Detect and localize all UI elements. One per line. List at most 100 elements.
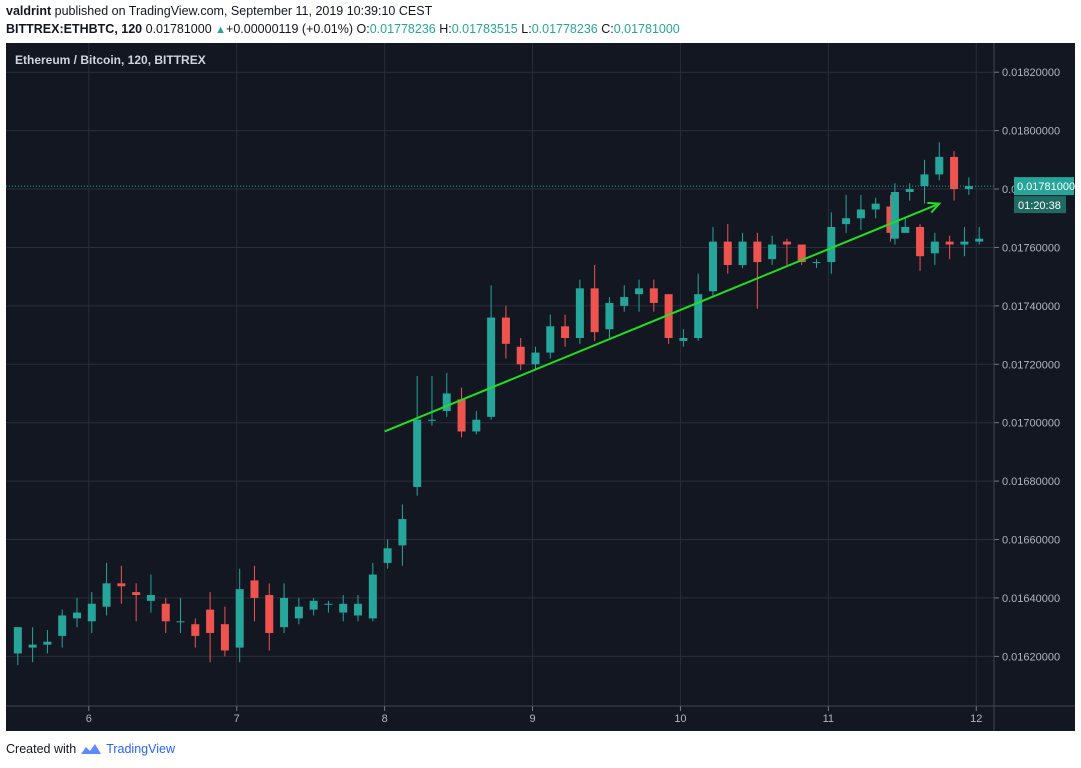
y-tick-label: 0.01640000	[1002, 593, 1060, 605]
up-arrow-icon: ▲	[215, 24, 227, 36]
candle-body	[87, 603, 96, 622]
candle-body	[235, 589, 244, 648]
candle-body	[354, 603, 363, 616]
candle-body	[146, 595, 155, 601]
trend-arrow-head	[927, 201, 942, 214]
candle-body	[398, 519, 407, 546]
candle-body	[920, 174, 929, 187]
candle-body	[960, 241, 969, 245]
high-label: H:	[439, 22, 452, 36]
candle-body	[72, 612, 81, 619]
candle-body	[427, 419, 436, 421]
candle-body	[191, 624, 200, 636]
candle-body	[561, 326, 570, 338]
candle-body	[605, 302, 614, 330]
candle-body	[546, 326, 555, 353]
candle-body	[206, 609, 215, 633]
low-value: 0.01778236	[531, 22, 598, 36]
candle-body	[280, 597, 289, 628]
candle-body	[487, 317, 496, 417]
candle-body	[649, 288, 658, 303]
last-price-tag-bg	[1014, 177, 1074, 196]
candle-body	[176, 621, 185, 623]
close-value: 0.01781000	[613, 22, 680, 36]
author-name[interactable]: valdrint	[6, 4, 52, 18]
footer: Created with TradingView	[6, 742, 175, 756]
publish-line: valdrint published on TradingView.com, S…	[6, 4, 432, 18]
y-tick-label: 0.01620000	[1002, 651, 1060, 663]
candle-body	[901, 227, 910, 233]
candle-body	[916, 227, 925, 257]
open-value: 0.01778236	[369, 22, 436, 36]
candle-body	[635, 288, 644, 295]
candle-body	[797, 244, 806, 263]
candle-body	[161, 603, 170, 622]
countdown-tag-bg	[1014, 196, 1066, 214]
symbol-label: BITTREX:ETHBTC, 120	[6, 22, 143, 36]
last-price: 0.01781000	[145, 22, 212, 36]
candle-body	[324, 603, 333, 605]
y-tick-label: 0.01680000	[1002, 476, 1060, 488]
candle-body	[413, 419, 422, 487]
candle-body	[457, 399, 466, 432]
x-tick-label: 9	[529, 713, 535, 725]
high-value: 0.01783515	[451, 22, 518, 36]
candle-body	[117, 583, 126, 587]
x-tick-label: 11	[823, 713, 834, 725]
symbol-ohlc-line: BITTREX:ETHBTC, 120 0.01781000 ▲+0.00000…	[6, 22, 680, 36]
candle-body	[708, 241, 717, 292]
trend-line	[384, 202, 940, 433]
y-tick-label: 0.01740000	[1002, 301, 1060, 313]
candle-body	[827, 227, 836, 263]
candle-body	[590, 288, 599, 333]
candle-body	[28, 644, 37, 648]
candle-body	[886, 206, 895, 233]
grid	[6, 43, 994, 706]
candle-body	[531, 352, 540, 365]
candle-body	[339, 603, 348, 613]
y-tick-label: 0.01720000	[1002, 359, 1060, 371]
candle-body	[442, 393, 451, 412]
y-tick-label: 0.01700000	[1002, 418, 1060, 430]
price-chart[interactable]: 0.01620000 0.01640000 0.01660000 0.01680000…	[6, 43, 1075, 731]
candle-body	[309, 600, 318, 610]
candle-body	[905, 189, 914, 192]
chart-title: Ethereum / Bitcoin, 120, BITTREX	[15, 53, 206, 67]
candle-body	[679, 337, 688, 341]
published-text: published on TradingView.com, September …	[54, 4, 433, 18]
overlays: 0.01781000 01:20:38	[6, 177, 1075, 433]
candle-body	[368, 574, 377, 619]
candle-body	[501, 317, 510, 344]
chart-background	[6, 43, 1075, 731]
candle-body	[945, 241, 954, 245]
candle-body	[294, 606, 303, 619]
change-value: +0.00000119 (+0.01%)	[226, 22, 353, 36]
low-label: L:	[521, 22, 532, 36]
candle-body	[935, 156, 944, 175]
candle-body	[43, 641, 52, 645]
candle-body	[871, 203, 880, 210]
candle-body	[975, 238, 984, 242]
candle-body	[890, 191, 899, 239]
tradingview-logo-icon	[81, 744, 102, 754]
candle-body	[13, 627, 22, 654]
candle-body	[782, 241, 791, 245]
candle-body	[738, 241, 747, 265]
created-with-label: Created with	[6, 742, 77, 756]
tradingview-link[interactable]: TradingView	[106, 742, 175, 756]
countdown-tag: 01:20:38	[1018, 200, 1061, 212]
candle-body	[132, 592, 141, 596]
open-label: O:	[356, 22, 370, 36]
candle-body	[964, 186, 973, 190]
candle-body	[58, 615, 67, 636]
candle-body	[842, 218, 851, 225]
candles	[13, 142, 984, 666]
candle-body	[694, 294, 703, 338]
candle-body	[620, 297, 629, 306]
candle-body	[102, 583, 111, 607]
candle-body	[753, 241, 762, 263]
candle-body	[472, 419, 481, 432]
x-tick-label: 12	[970, 713, 982, 725]
candle-body	[950, 156, 959, 190]
y-tick-label: 0.01760000	[1002, 242, 1060, 254]
